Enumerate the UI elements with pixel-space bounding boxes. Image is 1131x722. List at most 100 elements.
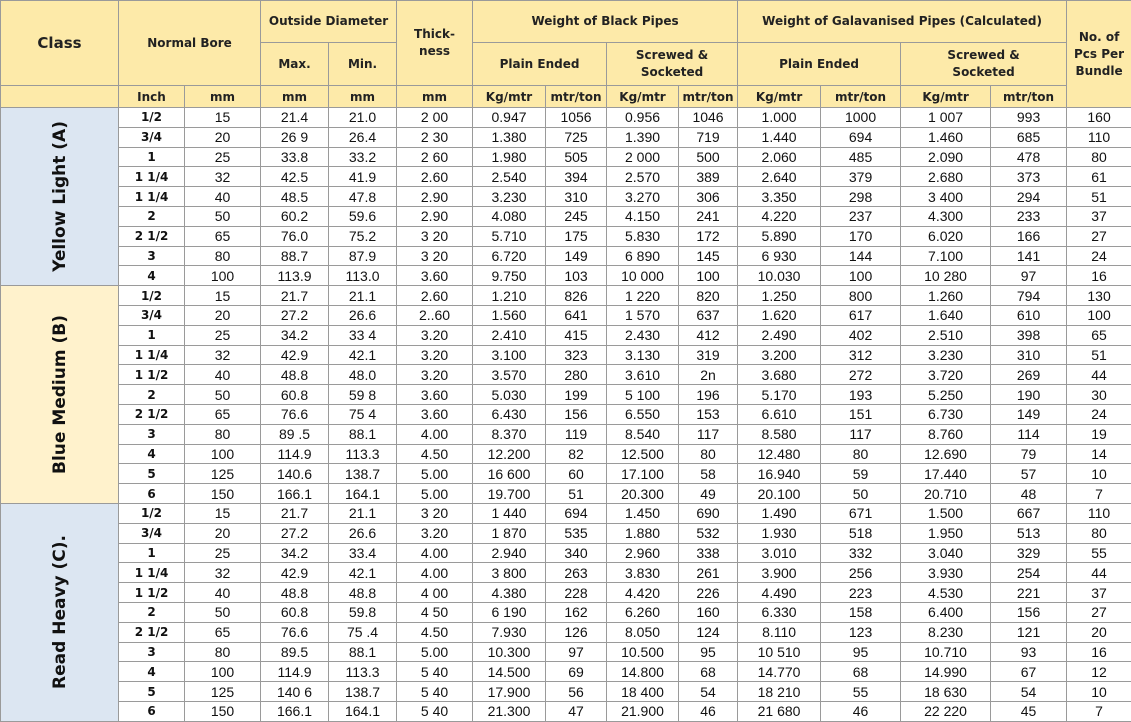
table-cell: 1 1/2 [118, 364, 185, 386]
table-cell: 310 [990, 344, 1068, 366]
table-cell: 415 [545, 324, 608, 346]
table-row: Yellow Light (A) 1/2 15 21.4 21.0 2 00 0.947 10… [0, 106, 1131, 287]
table-cell: 14.770 [737, 661, 822, 683]
table-cell: 48.8 [328, 582, 398, 603]
table-cell: 10 280 [900, 265, 992, 287]
table-cell: 113.9 [260, 265, 330, 287]
table-cell: 32 [183, 562, 262, 584]
table-cell: 65 [183, 225, 262, 247]
table-cell: 685 [990, 126, 1068, 148]
table-cell: 4.490 [737, 582, 822, 603]
table-cell: 60.8 [260, 601, 330, 623]
table-cell: 1.440 [737, 126, 822, 148]
table-cell: 1 1/4 [118, 344, 185, 366]
header-cell: Kg/mtr [606, 85, 680, 108]
table-cell: 10.500 [606, 641, 680, 663]
table-cell: 156 [990, 601, 1068, 623]
table-cell: 56 [545, 681, 608, 702]
table-cell: 37 [1066, 582, 1131, 603]
table-cell: 20.710 [900, 483, 992, 504]
header-cell: Kg/mtr [737, 85, 822, 108]
table-cell: 3.830 [606, 562, 680, 584]
table-cell: 319 [678, 344, 739, 366]
table-cell: 1.490 [737, 502, 822, 524]
table-cell: 6.720 [472, 245, 547, 267]
table-cell: 50 [183, 384, 262, 405]
table-cell: 50 [820, 483, 902, 504]
table-cell: 6 930 [737, 245, 822, 267]
table-row: 3 80 89.5 88.1 5.00 10.300 97 10.500 95 10 510 95 1… [1, 641, 1131, 663]
table-cell: 4.00 [396, 423, 474, 445]
table-cell: 272 [820, 364, 902, 386]
table-cell: 1.880 [606, 522, 680, 544]
table-cell: 55 [820, 681, 902, 702]
table-cell: 19 [1066, 423, 1131, 445]
table-cell: 6.610 [737, 403, 822, 425]
table-row: 2 50 60.8 59.8 4 50 6 190 162 6.260 160 6.330 158 6… [1, 601, 1131, 623]
table-cell: 149 [545, 245, 608, 267]
table-cell: 4.300 [900, 205, 992, 227]
table-cell: 1046 [678, 107, 739, 128]
table-cell: 50 [183, 205, 262, 227]
table-cell: 3/4 [118, 304, 185, 326]
table-cell: 1 007 [900, 107, 992, 128]
table-cell: 51 [1066, 186, 1131, 207]
table-row: 4 100 113.9 113.0 3.60 9.750 103 10 000 100 10.03… [1, 265, 1131, 287]
table-cell: 6.730 [900, 403, 992, 425]
table-cell: 24 [1066, 403, 1131, 425]
table-cell: 32 [183, 166, 262, 188]
table-cell: 1.640 [900, 304, 992, 326]
table-row: Read Heavy (C). 1/2 15 21.7 21.1 3 20 1 440 694… [0, 502, 1131, 722]
table-cell: 172 [678, 225, 739, 247]
table-cell: 25 [183, 542, 262, 564]
table-row: 4 100 114.9 113.3 5 40 14.500 69 14.800 68 14.770… [1, 661, 1131, 683]
table-cell: 59.6 [328, 205, 398, 227]
table-cell: 114.9 [260, 661, 330, 683]
table-cell: 97 [545, 641, 608, 663]
table-cell: 26.4 [328, 126, 398, 148]
class-cell: Blue Medium (B) [0, 285, 119, 504]
table-cell: 5.250 [900, 384, 992, 405]
table-cell: 2.960 [606, 542, 680, 564]
table-cell: 114 [990, 423, 1068, 445]
table-cell: 68 [678, 661, 739, 683]
table-cell: 2.90 [396, 205, 474, 227]
table-cell: 17.100 [606, 463, 680, 485]
table-cell: 3/4 [118, 126, 185, 148]
table-row: 2 1/2 65 76.6 75 .4 4.50 7.930 126 8.050 124 8.11… [1, 621, 1131, 643]
table-cell: 124 [678, 621, 739, 643]
table-cell: 3.20 [396, 522, 474, 544]
table-cell: 44 [1066, 562, 1131, 584]
table-cell: 6.430 [472, 403, 547, 425]
table-cell: 694 [820, 126, 902, 148]
table-cell: 2n [678, 364, 739, 386]
table-cell: 1.450 [606, 502, 680, 524]
table-cell: 12.690 [900, 443, 992, 465]
table-cell: 33.4 [328, 542, 398, 564]
table-cell: 6 [118, 700, 185, 722]
table-cell: 3.610 [606, 364, 680, 386]
table-cell: 40 [183, 186, 262, 207]
table-cell: 2 [118, 205, 185, 227]
header-cell: Plain Ended [472, 42, 608, 86]
table-cell: 42.1 [328, 562, 398, 584]
table-cell: 3.60 [396, 403, 474, 425]
table-cell: 8.230 [900, 621, 992, 643]
table-cell: 2.540 [472, 166, 547, 188]
table-cell: 5 [118, 463, 185, 485]
table-cell: 149 [990, 403, 1068, 425]
table-cell: 3.350 [737, 186, 822, 207]
table-cell: 5.170 [737, 384, 822, 405]
table-cell: 2 00 [396, 107, 474, 128]
table-cell: 667 [990, 502, 1068, 524]
table-cell: 44 [1066, 364, 1131, 386]
table-cell: 158 [820, 601, 902, 623]
table-cell: 1/2 [118, 285, 185, 306]
table-cell: 117 [678, 423, 739, 445]
table-cell: 800 [820, 285, 902, 306]
header-cell: Outside Diameter [260, 0, 398, 43]
table-cell: 110 [1066, 126, 1131, 148]
table-cell: 88.7 [260, 245, 330, 267]
table-cell: 60.2 [260, 205, 330, 227]
